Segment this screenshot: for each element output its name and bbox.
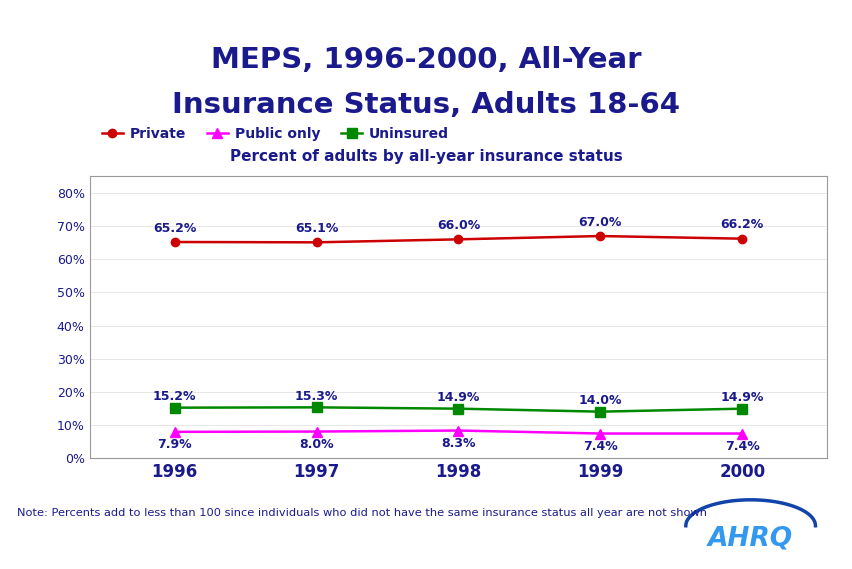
Text: 15.3%: 15.3% xyxy=(295,390,338,403)
Text: Insurance Status, Adults 18-64: Insurance Status, Adults 18-64 xyxy=(172,91,680,119)
Text: 7.9%: 7.9% xyxy=(158,439,192,451)
Text: 66.0%: 66.0% xyxy=(436,219,480,232)
Text: 14.9%: 14.9% xyxy=(720,391,763,405)
Text: 7.4%: 7.4% xyxy=(724,440,759,453)
Text: 65.1%: 65.1% xyxy=(295,222,338,235)
Text: AHRQ: AHRQ xyxy=(707,525,792,551)
Text: 8.0%: 8.0% xyxy=(299,438,333,451)
Legend: Private, Public only, Uninsured: Private, Public only, Uninsured xyxy=(96,121,454,146)
Text: Percent of adults by all-year insurance status: Percent of adults by all-year insurance … xyxy=(230,149,622,164)
Text: 7.4%: 7.4% xyxy=(582,440,617,453)
Text: Note: Percents add to less than 100 since individuals who did not have the same : Note: Percents add to less than 100 sinc… xyxy=(17,508,706,518)
Text: 14.9%: 14.9% xyxy=(436,391,480,405)
Text: 15.2%: 15.2% xyxy=(153,390,196,403)
Text: 14.0%: 14.0% xyxy=(578,394,621,407)
Text: MEPS, 1996-2000, All-Year: MEPS, 1996-2000, All-Year xyxy=(211,46,641,74)
Text: 66.2%: 66.2% xyxy=(720,218,763,232)
Text: 8.3%: 8.3% xyxy=(440,437,475,450)
Text: 65.2%: 65.2% xyxy=(153,222,196,234)
Text: 67.0%: 67.0% xyxy=(578,216,621,229)
